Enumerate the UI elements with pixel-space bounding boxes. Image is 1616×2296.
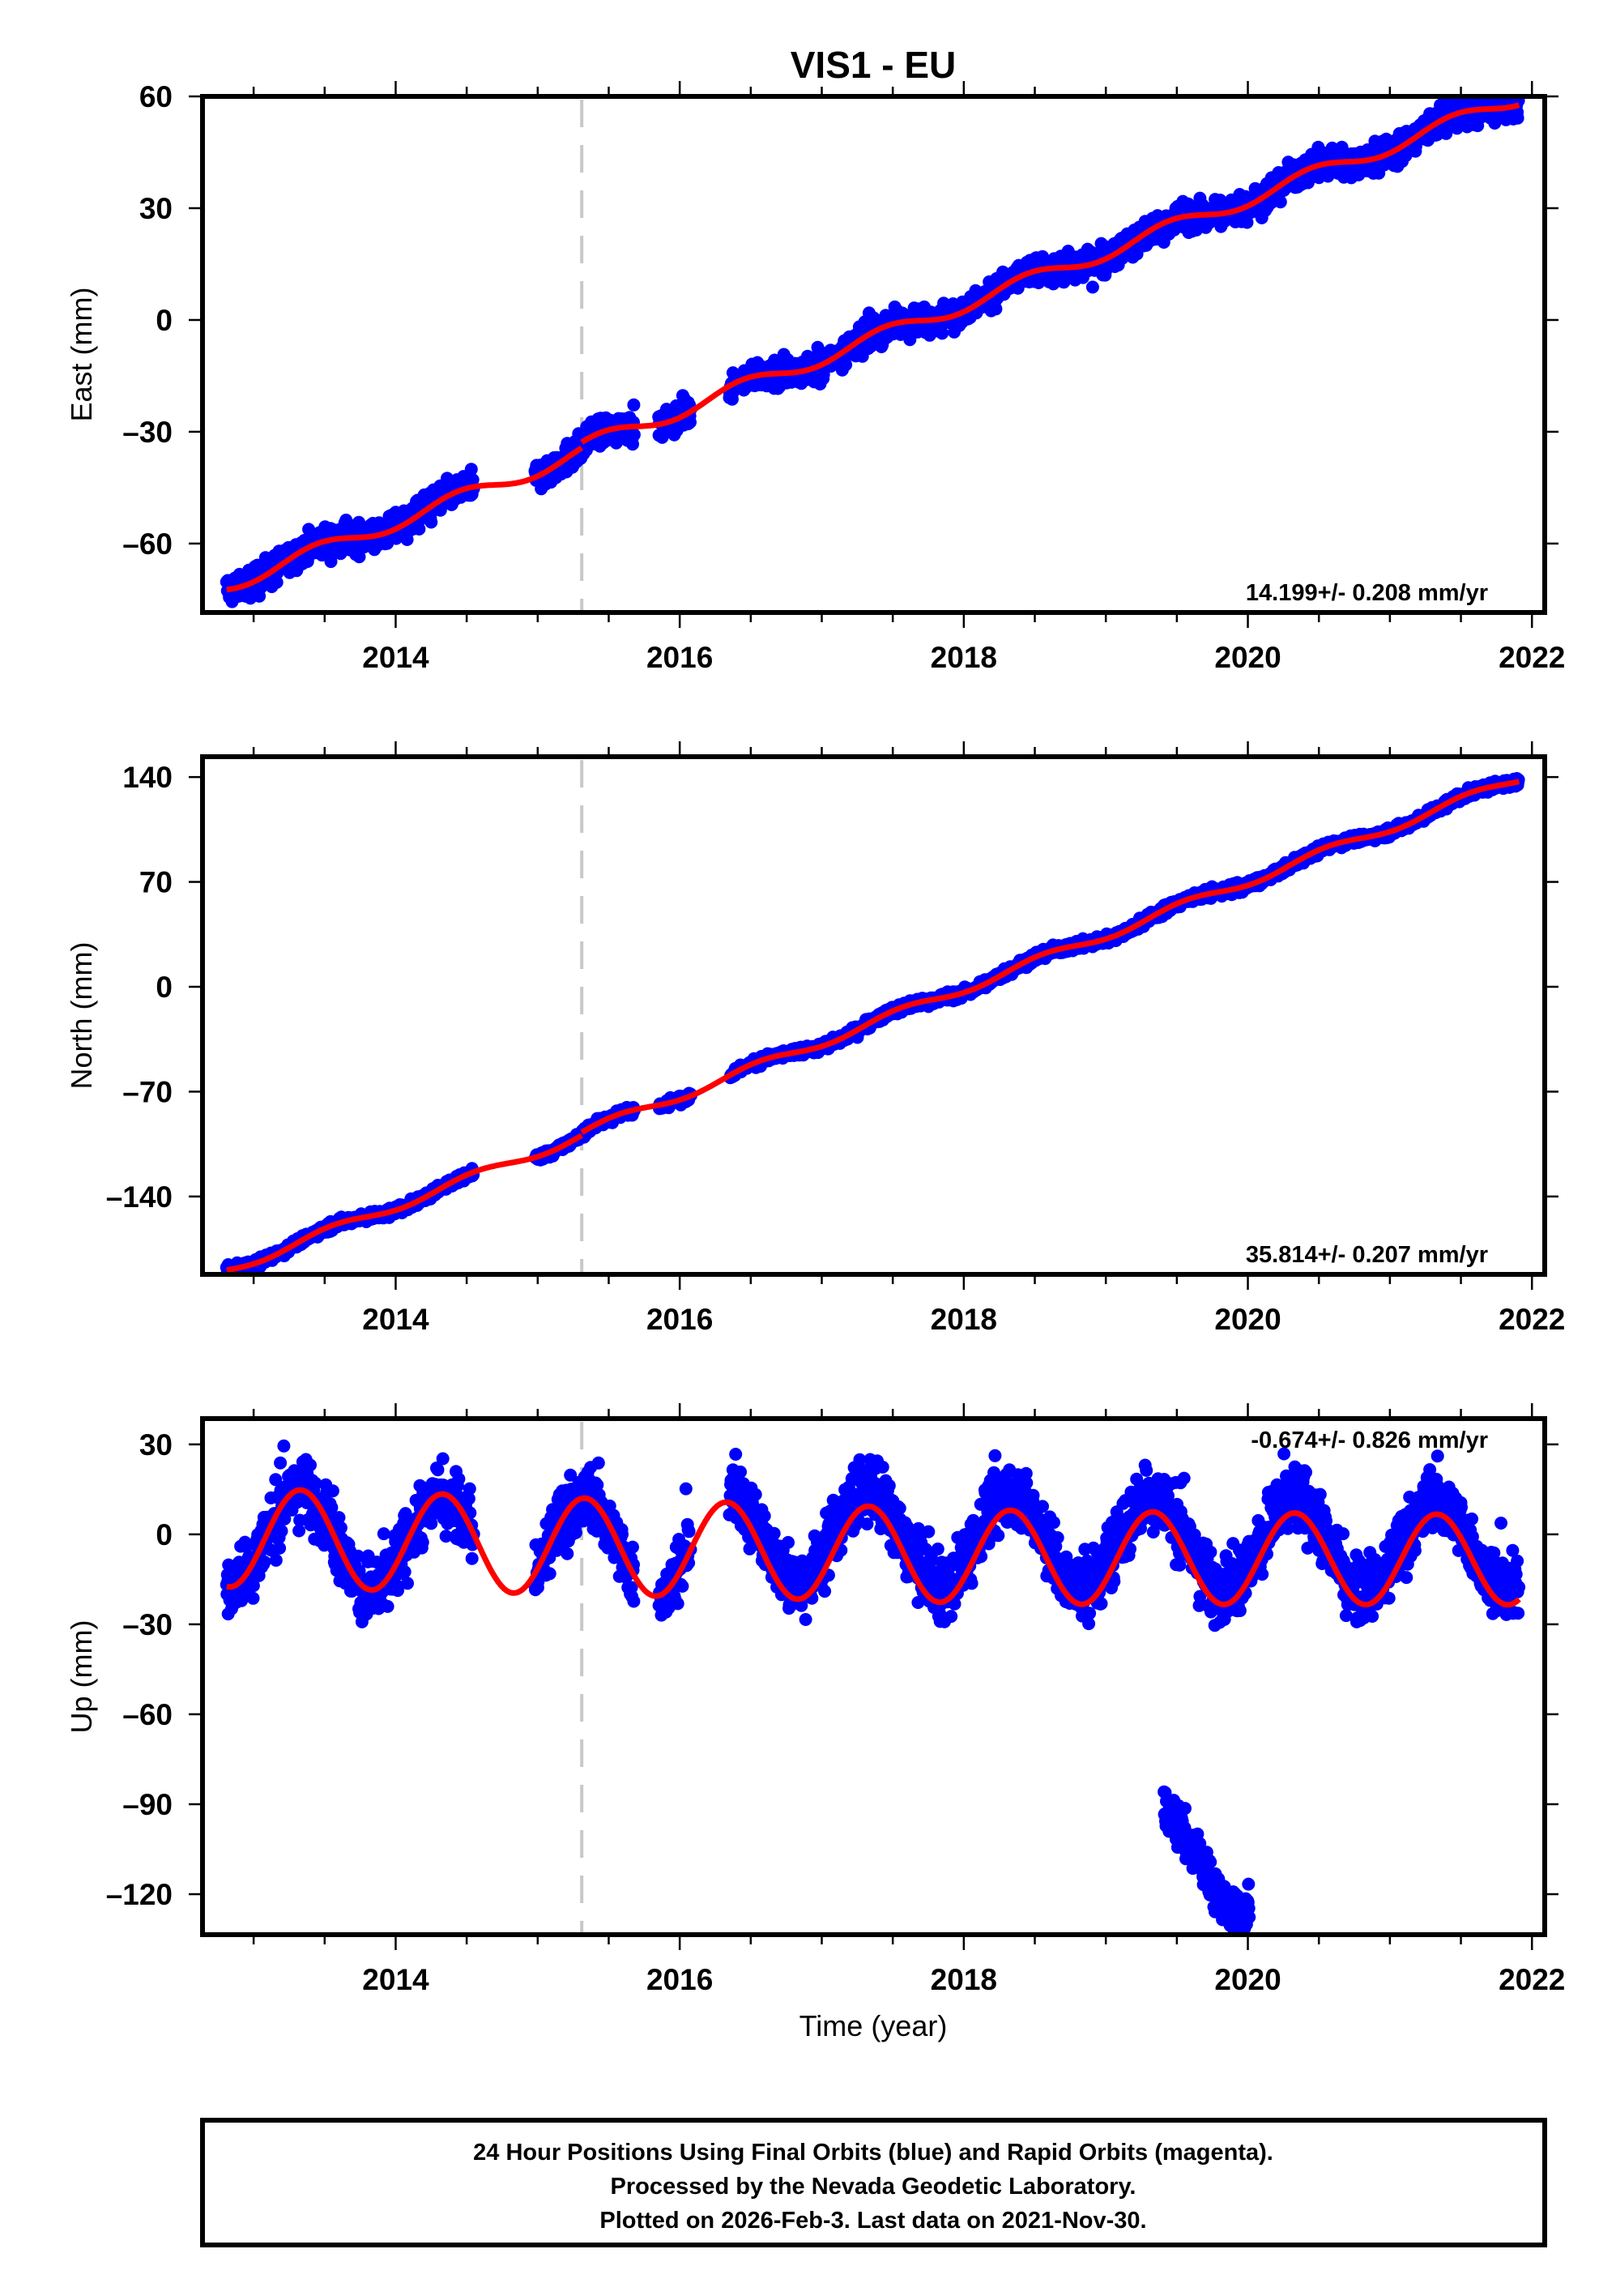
- east-data-point: [989, 302, 1003, 316]
- east-data-point: [1085, 280, 1099, 294]
- east-data-point: [839, 358, 853, 372]
- east-y-tick-label: 0: [156, 304, 173, 337]
- east-data-point: [433, 503, 447, 517]
- east-data-point: [1240, 216, 1254, 229]
- east-data-point: [400, 533, 414, 546]
- east-data-point: [936, 326, 949, 340]
- east-data-point: [1511, 111, 1524, 125]
- east-data-point: [324, 555, 338, 569]
- east-y-axis-label: East (mm): [65, 288, 98, 422]
- east-data-point: [352, 550, 366, 564]
- east-y-tick-label: 60: [139, 80, 173, 113]
- east-rate-label: 14.199+/- 0.208 mm/yr: [1246, 580, 1488, 606]
- east-data-point: [464, 463, 478, 476]
- east-data-point: [684, 416, 697, 429]
- east-x-tick-label: 2020: [1214, 641, 1281, 674]
- east-data-point: [627, 428, 641, 442]
- east-plot-frame: [200, 94, 1547, 615]
- east-x-tick-label: 2014: [362, 641, 429, 674]
- north-rate-label: 35.814+/- 0.207 mm/yr: [1246, 1242, 1488, 1268]
- east-y-tick-label: 30: [139, 192, 173, 225]
- east-data-point: [627, 398, 641, 412]
- east-x-tick-label: 2016: [646, 641, 713, 674]
- east-panel: 14.199+/- 0.208 mm/yr 2014 2016 2018 2020 202…: [65, 80, 1565, 674]
- east-data-point: [1273, 195, 1287, 209]
- east-data-point: [424, 515, 438, 529]
- east-x-tick-label: 2022: [1499, 641, 1565, 674]
- east-y-tick-label: –60: [122, 527, 173, 561]
- figure-title: VIS1 - EU: [791, 44, 957, 86]
- east-y-tick-label: –30: [122, 416, 173, 449]
- east-data-point: [270, 575, 284, 589]
- east-model-line: [225, 102, 1521, 593]
- east-data-point: [412, 523, 426, 536]
- east-x-tick-label: 2018: [931, 641, 997, 674]
